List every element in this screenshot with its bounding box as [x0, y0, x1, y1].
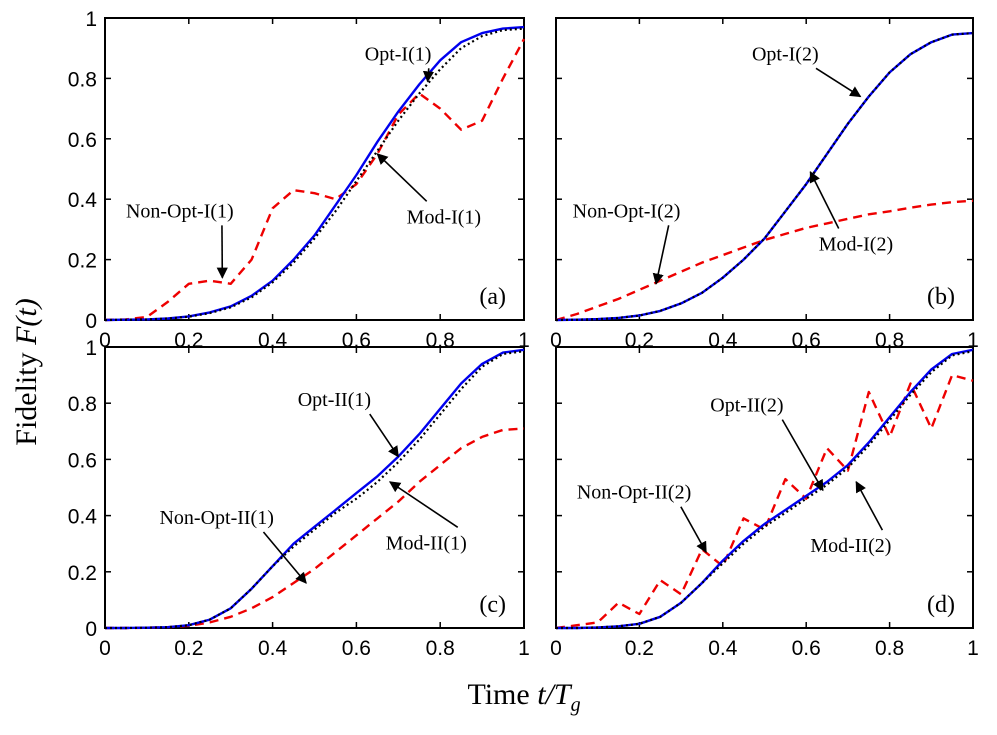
panel-1: 0 0.2 0.4 0.6 0.8 1Opt-I(2)Mod-I(2)Non-Opt-I(… — [550, 17, 979, 352]
x-tick-label: 0.2 — [625, 637, 654, 660]
y-axis-label: Fidelity F(t) — [10, 298, 43, 445]
panel-3: 0 0.2 0.4 0.6 0.8 1 Opt-II(2) Mod-II(2) Non-Opt-… — [550, 346, 979, 660]
annotation-label: Opt-I(2) — [752, 43, 819, 65]
x-axis-label: Time t/Tg — [467, 678, 580, 716]
panel-label: (c) — [479, 592, 506, 618]
panel-0: 0 0.2 0.4 0.6 0.8 100.20.40.60.81Opt-I(1)Mod-… — [68, 8, 530, 352]
annotation-label: Mod-II(2) — [810, 535, 891, 557]
series-line-opt-i-1- — [104, 25, 525, 322]
x-tick-label: 0.6 — [792, 637, 821, 660]
x-tick-label: 1 — [967, 637, 979, 660]
panel-2: 0 0.2 0.4 0.6 0.8 1 0 0.2 0.4 0.6 0.8 1 Opt-II(1) Mod… — [68, 337, 530, 660]
y-tick-label: 0.8 — [68, 68, 97, 91]
x-tick-label: 0.8 — [426, 637, 455, 660]
series-line-mod-ii-2- — [556, 350, 974, 630]
annotation-arrow — [680, 506, 707, 554]
annotation-label: Non-Opt-II(2) — [577, 482, 691, 504]
annotation-arrow — [376, 153, 428, 202]
y-tick-label: 1 — [85, 8, 97, 31]
annotation-arrow — [262, 531, 307, 584]
x-tick-label: 0.4 — [708, 637, 738, 660]
x-tick-label: 1 — [518, 329, 530, 352]
annotation-arrow — [369, 413, 399, 458]
series-line-opt-ii-2- — [556, 348, 974, 630]
series-line-non-opt-i-2- — [555, 199, 974, 322]
annotation-label: Opt-I(1) — [365, 43, 432, 65]
y-tick-label: 0.6 — [68, 449, 97, 472]
x-tick-label: 1 — [518, 637, 530, 660]
series-line-mod-i-2- — [555, 32, 974, 322]
panels-group: 0 0.2 0.4 0.6 0.8 100.20.40.60.81Opt-I(1)Mod-… — [68, 8, 979, 660]
y-tick-label: 0.6 — [68, 129, 97, 152]
annotation-label: Opt-II(1) — [298, 389, 371, 411]
y-tick-label: 0.4 — [68, 506, 98, 529]
annotation-arrow — [388, 481, 459, 528]
panel-label: (b) — [927, 284, 955, 310]
annotation-arrow — [781, 419, 824, 492]
y-tick-label: 0 — [85, 618, 97, 641]
x-tick-label: 0 — [550, 329, 562, 352]
series-line-mod-i-1- — [104, 27, 525, 322]
annotation-label: Mod-II(1) — [386, 532, 467, 554]
series-line-opt-ii-1- — [105, 348, 525, 630]
x-tick-label: 0 — [99, 329, 111, 352]
x-tick-label: 0.2 — [174, 637, 203, 660]
x-tick-label: 1 — [967, 329, 979, 352]
y-tick-label: 0.8 — [68, 393, 97, 416]
annotation-label: Non-Opt-II(1) — [159, 507, 273, 529]
x-tick-label: 0 — [99, 637, 111, 660]
annotation-label: Mod-I(1) — [407, 206, 481, 228]
annotation-arrow — [815, 67, 862, 98]
y-tick-label: 0.2 — [68, 250, 97, 273]
panel-label: (a) — [479, 284, 506, 310]
x-tick-label: 0 — [550, 637, 562, 660]
plot-frame — [104, 17, 525, 321]
plot-frame — [555, 17, 974, 321]
annotation-arrow — [652, 225, 670, 285]
annotation-arrow — [855, 480, 884, 531]
annotation-label: Non-Opt-I(1) — [126, 200, 234, 222]
plot-frame — [104, 346, 525, 629]
annotation-label: Opt-II(2) — [710, 395, 783, 417]
series-line-non-opt-i-1- — [104, 38, 526, 322]
x-tick-label: 0.6 — [342, 637, 371, 660]
x-tick-label: 0.8 — [875, 637, 904, 660]
annotation-label: Mod-I(2) — [819, 234, 893, 256]
annotation-arrow — [809, 171, 840, 229]
y-tick-label: 0 — [85, 310, 97, 333]
annotation-label: Non-Opt-I(2) — [573, 200, 681, 222]
panel-label: (d) — [927, 592, 955, 618]
x-tick-label: 0.4 — [258, 637, 288, 660]
y-tick-label: 1 — [85, 337, 97, 360]
annotation-arrow — [422, 68, 435, 83]
plot-frame — [555, 346, 974, 629]
y-tick-label: 0.2 — [68, 562, 97, 585]
y-tick-label: 0.4 — [68, 189, 98, 212]
